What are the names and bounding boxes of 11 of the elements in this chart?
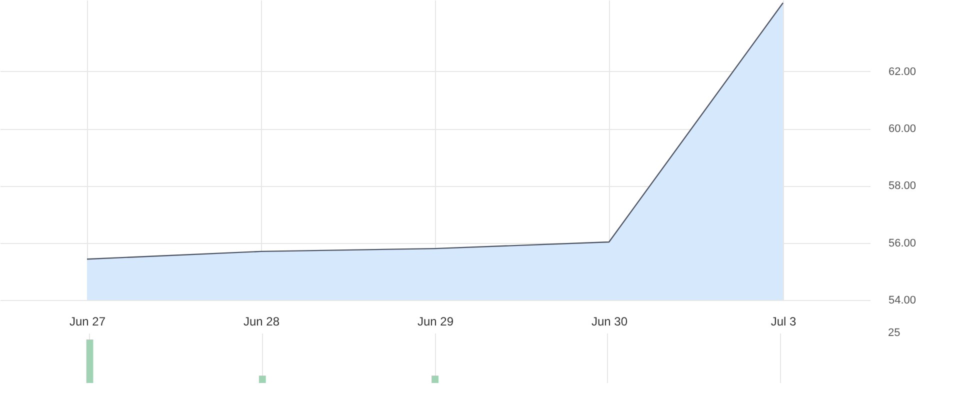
y-tick-label: 62.00 <box>888 66 916 78</box>
y-tick-label: 56.00 <box>888 237 916 250</box>
y-tick-label: 58.00 <box>888 180 916 192</box>
x-tick-label: Jun 27 <box>69 314 106 328</box>
y-tick-label: 54.00 <box>888 294 916 306</box>
x-tick-label: Jul 3 <box>770 314 796 328</box>
x-tick-label: Jun 30 <box>591 314 628 328</box>
x-tick-label: Jun 29 <box>417 314 454 328</box>
y-tick-label: 60.00 <box>888 123 916 136</box>
text: 25 <box>888 327 900 339</box>
x-tick-label: Jun 28 <box>243 314 280 328</box>
